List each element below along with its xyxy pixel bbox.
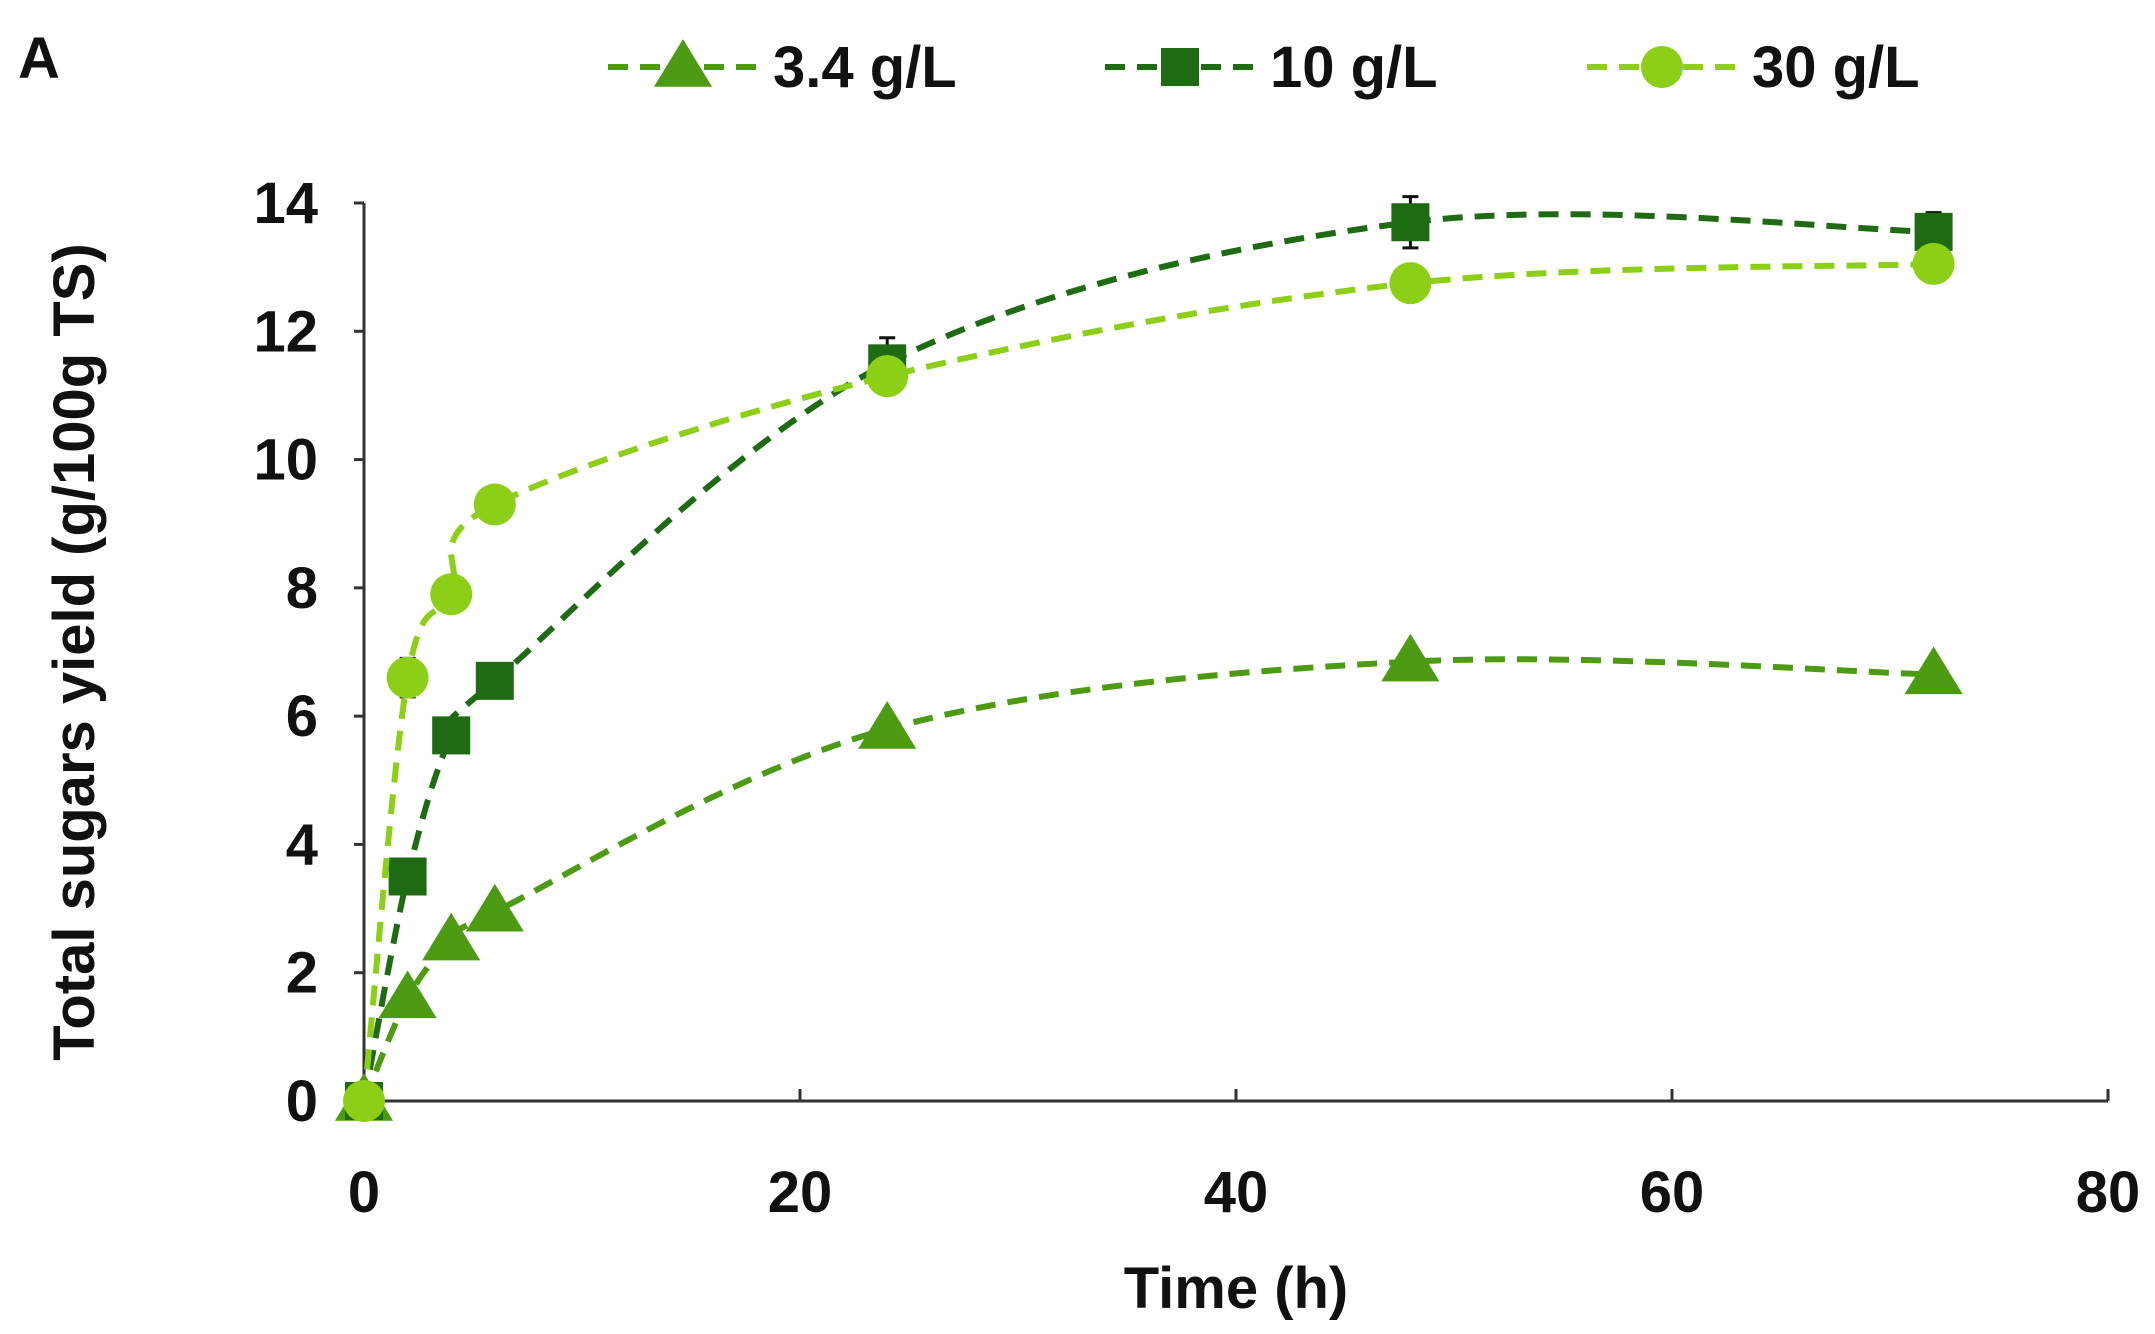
series-line — [361, 656, 1934, 1103]
series-line — [361, 211, 1934, 1102]
legend-marker-circle — [1641, 46, 1683, 88]
data-point-circle — [1389, 262, 1432, 305]
data-point-circle — [866, 355, 909, 398]
x-axis-title: Time (h) — [1124, 1256, 1349, 1321]
legend-label: 10 g/L — [1270, 35, 1438, 100]
data-point-triangle — [378, 970, 437, 1019]
data-point-square — [1391, 203, 1430, 242]
legend: 3.4 g/L 10 g/L 30 g/L — [608, 35, 1920, 100]
data-point-triangle — [1904, 646, 1963, 695]
y-ticks: 0 2 4 6 8 10 12 14 — [253, 171, 364, 1134]
x-tick-label: 20 — [768, 1160, 833, 1225]
data-point-circle — [1912, 242, 1955, 285]
legend-item-3-4-g-l: 3.4 g/L — [608, 35, 957, 100]
data-point-circle — [473, 483, 516, 526]
y-tick-label: 4 — [286, 812, 318, 877]
legend-label: 3.4 g/L — [773, 35, 957, 100]
data-point-square — [475, 661, 514, 700]
y-tick-label: 12 — [253, 299, 318, 364]
y-tick-label: 8 — [286, 556, 318, 621]
data-point-square — [388, 857, 427, 896]
x-tick-label: 80 — [2076, 1160, 2141, 1225]
x-tick-label: 0 — [348, 1160, 380, 1225]
data-point-triangle — [465, 883, 524, 932]
data-point-triangle — [422, 912, 481, 961]
data-point-circle — [386, 656, 429, 699]
data-point-circle — [430, 573, 473, 616]
legend-marker-square — [1161, 48, 1199, 86]
legend-item-10-g-l: 10 g/L — [1105, 35, 1438, 100]
series-3-4-g-l — [334, 633, 1963, 1121]
data-point-triangle — [858, 701, 917, 749]
legend-label: 30 g/L — [1752, 35, 1920, 100]
data-point-circle — [343, 1080, 385, 1122]
y-tick-label: 10 — [253, 428, 318, 493]
panel-label: A — [18, 26, 60, 91]
series-layer — [334, 195, 1963, 1122]
y-axis-title: Total sugars yield (g/100g TS) — [42, 243, 107, 1061]
y-tick-label: 14 — [253, 171, 318, 236]
data-point-square — [432, 716, 471, 755]
y-tick-label: 6 — [286, 684, 318, 749]
x-ticks: 0 20 40 60 80 — [348, 1089, 2140, 1225]
legend-marker-triangle — [653, 39, 713, 87]
axes — [362, 203, 2108, 1103]
series-line — [361, 260, 1934, 1102]
series-30-g-l — [343, 242, 1955, 1122]
y-tick-label: 2 — [286, 941, 318, 1006]
x-tick-label: 60 — [1640, 1160, 1705, 1225]
series-10-g-l — [345, 195, 1953, 1120]
x-tick-label: 40 — [1204, 1160, 1269, 1225]
y-tick-label: 0 — [286, 1069, 318, 1134]
data-point-triangle — [1381, 633, 1440, 682]
legend-item-30-g-l: 30 g/L — [1587, 35, 1920, 100]
